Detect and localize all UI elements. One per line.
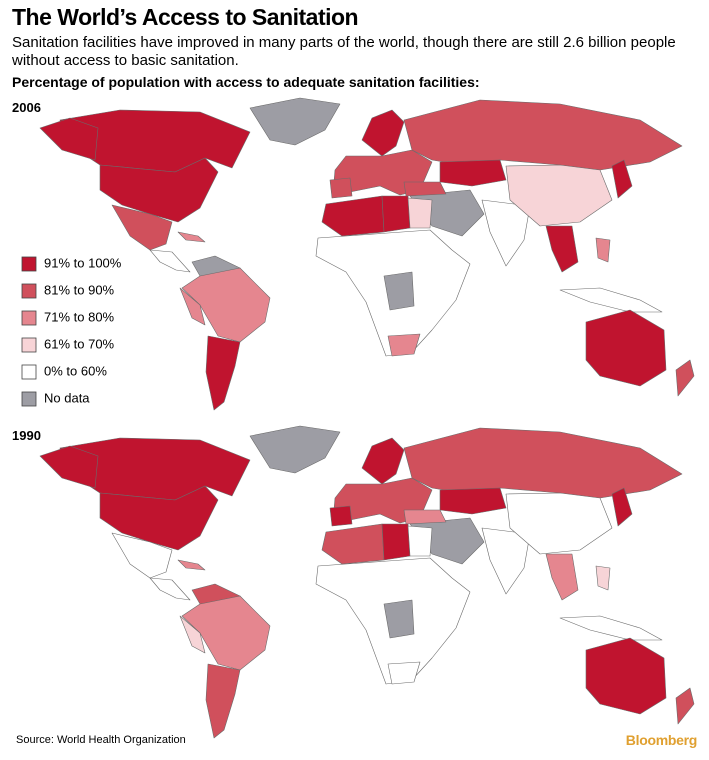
region-new-zealand (675, 359, 695, 397)
region-china (505, 492, 613, 555)
legend-swatch (21, 364, 37, 380)
region-libya (381, 195, 411, 233)
legend-swatch (21, 337, 37, 353)
region-caribbean (177, 231, 206, 243)
region-kazakhstan (439, 487, 507, 515)
region-russia (403, 99, 683, 171)
region-mexico (111, 204, 173, 251)
legend-label: No data (44, 390, 90, 405)
region-australia (585, 309, 667, 387)
region-scandinavia (361, 109, 405, 157)
region-central-america (149, 577, 191, 601)
region-greenland (249, 97, 341, 146)
region-peru (179, 287, 206, 326)
region-peru (179, 615, 206, 654)
legend-label: 71% to 80% (44, 309, 115, 324)
brand: Bloomberg (625, 732, 698, 748)
region-iberia (329, 505, 353, 527)
region-southeast-asia (545, 225, 579, 273)
region-indonesia (559, 615, 663, 641)
map-label: Percentage of population with access to … (12, 74, 480, 90)
region-scandinavia (361, 437, 405, 485)
region-philippines (595, 565, 611, 591)
region-south-africa (387, 661, 421, 685)
legend-label: 91% to 100% (44, 255, 122, 270)
region-turkey (403, 509, 447, 525)
region-south-africa (387, 333, 421, 357)
region-korea-japan (611, 159, 633, 199)
legend-swatch (21, 256, 37, 272)
region-indonesia (559, 287, 663, 313)
region-argentina (205, 663, 241, 739)
region-alaska (39, 117, 99, 161)
region-congo (383, 599, 415, 639)
region-central-america (149, 249, 191, 273)
region-new-zealand (675, 687, 695, 725)
region-turkey (403, 181, 447, 197)
region-egypt (407, 525, 433, 557)
region-caribbean (177, 559, 206, 571)
legend-label: 81% to 90% (44, 282, 115, 297)
legend-label: 0% to 60% (44, 363, 107, 378)
year-label: 2006 (12, 100, 41, 115)
world-map-1990 (39, 425, 695, 739)
title: The World’s Access to Sanitation (12, 4, 359, 30)
region-north-africa-west (321, 195, 385, 237)
source: Source: World Health Organization (16, 734, 186, 746)
legend-label: 61% to 70% (44, 336, 115, 351)
region-usa (99, 485, 219, 551)
region-argentina (205, 335, 241, 411)
region-iberia (329, 177, 353, 199)
legend-swatch (21, 283, 37, 299)
legend-swatch (21, 310, 37, 326)
region-mexico (111, 532, 173, 579)
region-korea-japan (611, 487, 633, 527)
region-libya (381, 523, 411, 561)
legend-swatch (21, 391, 37, 407)
region-egypt (407, 197, 433, 229)
region-kazakhstan (439, 159, 507, 187)
region-russia (403, 427, 683, 499)
year-label: 1990 (12, 428, 41, 443)
region-greenland (249, 425, 341, 474)
region-north-africa-west (321, 523, 385, 565)
legend: 91% to 100% 81% to 90% 71% to 80% 61% to 70… (21, 255, 122, 407)
region-china (505, 164, 613, 227)
region-congo (383, 271, 415, 311)
world-map-2006 (39, 97, 695, 411)
region-philippines (595, 237, 611, 263)
region-alaska (39, 445, 99, 489)
region-southeast-asia (545, 553, 579, 601)
region-usa (99, 157, 219, 223)
region-australia (585, 637, 667, 715)
subtitle: Sanitation facilities have improved in m… (12, 34, 676, 69)
